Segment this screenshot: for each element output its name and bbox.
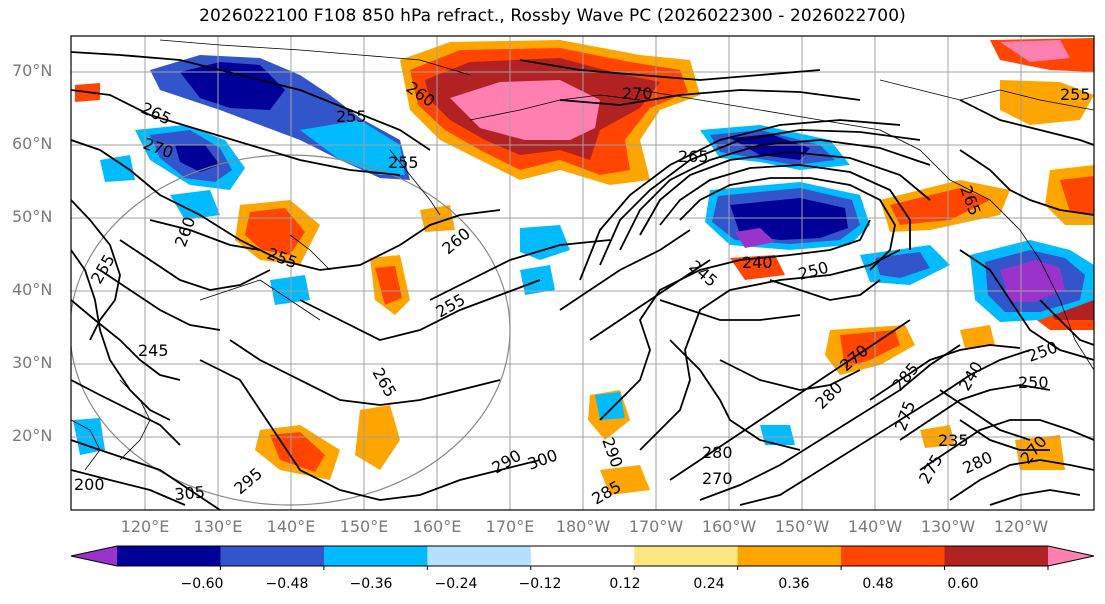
lat-label-40n: 40°N (12, 280, 53, 299)
lat-label-50n: 50°N (12, 207, 53, 226)
lat-label-30n: 30°N (12, 353, 53, 372)
contour-label: 270 (622, 84, 653, 103)
contour-label: 255 (336, 107, 367, 126)
colorbar-tick-label: 0.12 (609, 576, 641, 592)
lon-label-120e: 120°E (120, 517, 170, 536)
colorbar-tick-label: −0.12 (518, 576, 562, 592)
map-title: 2026022100 F108 850 hPa refract., Rossby… (199, 6, 906, 26)
contour-label: 280 (702, 443, 733, 462)
colorbar-tick-label: 0.48 (862, 576, 894, 592)
lon-label-160w: 160°W (701, 517, 757, 536)
contour-label: 255 (388, 153, 419, 172)
contour-label: 270 (702, 469, 733, 488)
colorbar-tick-label: 0.60 (947, 576, 979, 592)
contour-label: 235 (938, 431, 969, 450)
contour-label: 255 (1060, 85, 1091, 104)
lon-label-180w: 180°W (555, 517, 611, 536)
lat-label-70n: 70°N (12, 61, 53, 80)
contour-label: 200 (74, 475, 105, 494)
lon-label-150e: 150°E (339, 517, 389, 536)
colorbar-tick-label: −0.36 (349, 576, 393, 592)
colorbar-tick-label: −0.48 (265, 576, 309, 592)
lon-label-150w: 150°W (774, 517, 830, 536)
lon-label-130w: 130°W (920, 517, 976, 536)
contour-label: 240 (742, 253, 773, 272)
lon-label-130e: 130°E (193, 517, 243, 536)
lat-label-20n: 20°N (12, 426, 53, 445)
contour-label: 305 (174, 482, 206, 504)
contour-label: 250 (1018, 373, 1049, 392)
lat-label-60n: 60°N (12, 134, 53, 153)
coastlines (71, 39, 1094, 471)
reference-circle (71, 154, 511, 506)
refractivity-contours (71, 51, 1094, 510)
lon-label-120w: 120°W (993, 517, 1049, 536)
lon-label-140w: 140°W (847, 517, 903, 536)
colorbar-tick-label: −0.60 (180, 576, 224, 592)
map-frame (70, 35, 1095, 511)
contour-label: 245 (138, 341, 169, 360)
colorbar-tick-label: −0.24 (434, 576, 478, 592)
colorbar-tick-label: 0.36 (778, 576, 810, 592)
colorbar-tick-label: 0.24 (693, 576, 725, 592)
lon-label-170w: 170°W (628, 517, 684, 536)
lon-label-170e: 170°E (485, 517, 535, 536)
contour-label: 265 (678, 147, 709, 166)
lon-label-160e: 160°E (412, 517, 462, 536)
map-content: 265 255 270 260 255 270 265 260 255 260 … (71, 36, 1094, 510)
lon-label-140e: 140°E (266, 517, 316, 536)
